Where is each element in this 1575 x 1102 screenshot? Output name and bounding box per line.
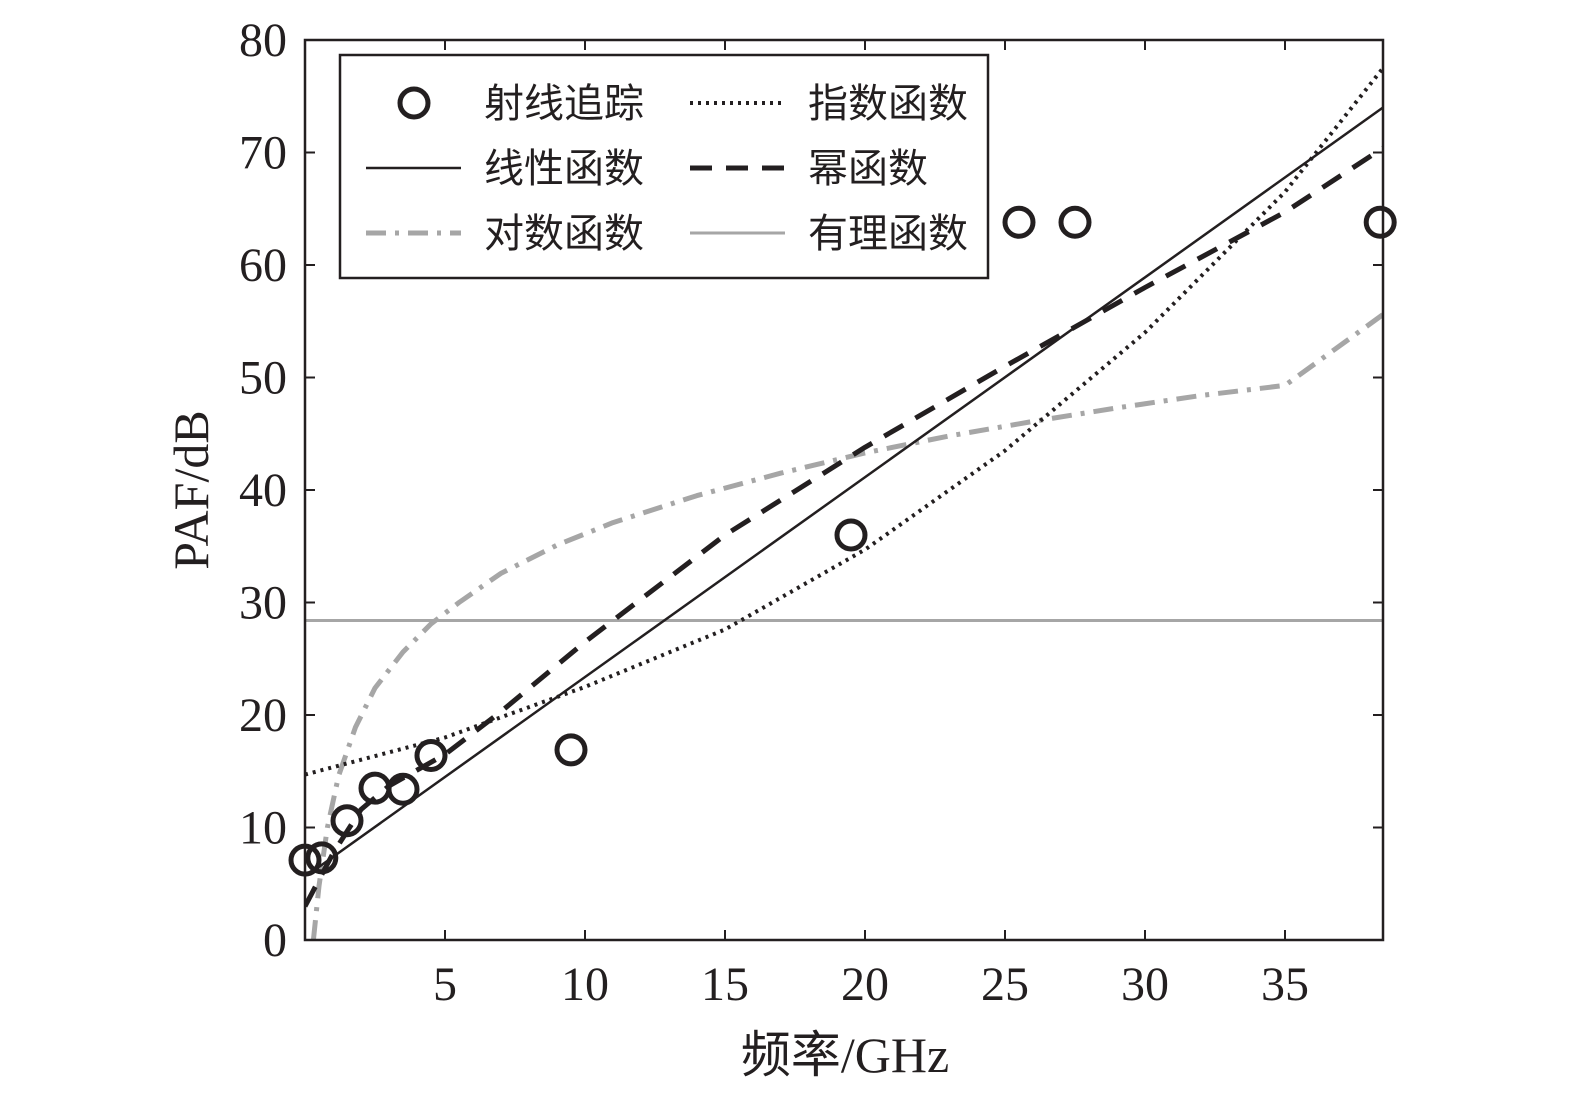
legend-item: 线性函数 [366, 146, 644, 191]
data-point [414, 739, 448, 772]
y-tick-label: 70 [239, 127, 287, 180]
x-tick-label: 15 [701, 958, 749, 1011]
legend-label: 线性函数 [484, 146, 644, 191]
data-point [305, 841, 339, 875]
y-tick-label: 0 [263, 914, 287, 967]
series-line-线性函数 [318, 106, 1383, 868]
legend-item: 指数函数 [690, 81, 968, 126]
curves [305, 66, 1383, 940]
y-tick-label: 10 [239, 802, 287, 855]
y-tick-label: 50 [239, 352, 287, 405]
legend-item: 有理函数 [690, 211, 968, 256]
y-tick-label: 80 [239, 14, 287, 67]
y-tick-label: 60 [239, 239, 287, 292]
data-point [554, 733, 588, 767]
x-tick-label: 10 [561, 958, 609, 1011]
data-point [386, 772, 420, 806]
x-tick-label: 20 [841, 958, 889, 1011]
plot-area: 5 10 15 20 25 30 35 0 10 20 30 40 50 60 70 80 [239, 14, 1397, 1011]
x-tick-label: 35 [1261, 958, 1309, 1011]
series-line-幂函数 [305, 145, 1383, 908]
legend-label: 射线追踪 [484, 81, 644, 126]
data-point [330, 804, 364, 838]
legend-marker [397, 86, 431, 120]
series-layer [288, 66, 1397, 940]
y-tick-label: 40 [239, 464, 287, 517]
x-axis-title: 频率/GHz [741, 1027, 949, 1083]
legend-label: 指数函数 [808, 81, 968, 126]
x-tick-label: 30 [1121, 958, 1169, 1011]
y-tick-label: 20 [239, 689, 287, 742]
legend-item: 幂函数 [690, 146, 928, 191]
legend-label: 对数函数 [484, 211, 644, 256]
y-axis-title: PAF/dB [163, 410, 219, 569]
data-point [834, 518, 868, 552]
series-line-对数函数 [310, 312, 1383, 940]
y-tick-label: 30 [239, 577, 287, 630]
legend-item: 射线追踪 [397, 81, 644, 126]
legend-item: 对数函数 [366, 211, 644, 256]
x-tick-label: 5 [433, 958, 457, 1011]
x-tick-label: 25 [981, 958, 1029, 1011]
data-point [1363, 205, 1397, 239]
legend-label: 有理函数 [808, 211, 968, 256]
legend-frame [338, 53, 990, 280]
data-point [1002, 205, 1036, 239]
axes-layer: 5 10 15 20 25 30 35 0 10 20 30 40 50 60 70 80 [239, 14, 1385, 1011]
legend-label: 幂函数 [808, 146, 928, 191]
data-point [1058, 205, 1092, 239]
data-point [358, 771, 392, 805]
